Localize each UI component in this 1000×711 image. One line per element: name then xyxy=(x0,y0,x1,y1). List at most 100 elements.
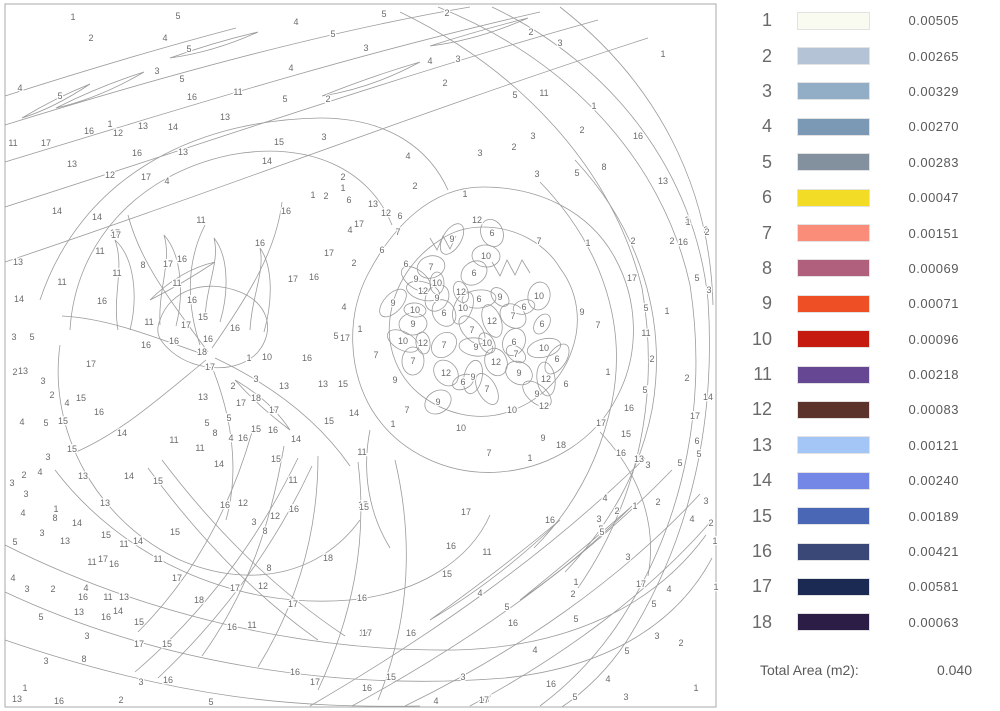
region-number-label: 12 xyxy=(418,286,428,296)
region-number-label: 2 xyxy=(118,695,123,705)
legend-number: 17 xyxy=(751,576,772,597)
region-number-label: 10 xyxy=(398,336,408,346)
region-number-label: 16 xyxy=(545,515,555,525)
region-number-label: 3 xyxy=(154,66,159,76)
region-number-label: 2 xyxy=(630,236,635,246)
region-number-label: 13 xyxy=(74,607,84,617)
legend: 1 0.00505 2 0.00265 3 0.00329 4 0.00270 5 0.00283… xyxy=(740,3,1000,640)
region-number-label: 17 xyxy=(481,694,491,704)
cell-outline xyxy=(452,281,470,303)
region-number-label: 5 xyxy=(330,29,335,39)
region-number-label: 17 xyxy=(111,230,121,240)
color-swatch xyxy=(797,47,870,66)
region-number-label: 2 xyxy=(21,470,26,480)
region-number-label: 17 xyxy=(362,628,372,638)
region-number-label: 5 xyxy=(504,602,509,612)
region-number-label: 1 xyxy=(632,501,637,511)
region-number-label: 7 xyxy=(373,350,378,360)
region-number-label: 5 xyxy=(381,9,386,19)
region-number-label: 4 xyxy=(162,33,167,43)
region-number-label: 13 xyxy=(658,176,668,186)
region-number-label: 14 xyxy=(92,212,102,222)
region-number-label: 6 xyxy=(403,259,408,269)
region-number-label: 17 xyxy=(181,320,191,330)
region-number-label: 17 xyxy=(479,695,489,705)
cell-outline xyxy=(478,332,496,354)
region-number-label: 16 xyxy=(84,126,94,136)
region-number-label: 17 xyxy=(596,418,606,428)
region-number-label: 11 xyxy=(144,317,153,327)
region-number-label: 10 xyxy=(458,303,468,313)
region-number-label: 14 xyxy=(291,434,301,444)
region-number-label: 16 xyxy=(97,296,107,306)
region-number-label: 2 xyxy=(708,518,713,528)
region-number-label: 14 xyxy=(703,392,713,402)
region-number-label: 3 xyxy=(363,43,368,53)
cell-outline xyxy=(439,223,465,255)
region-number-label: 2 xyxy=(528,27,533,37)
region-number-label: 3 xyxy=(703,496,708,506)
cell-outline xyxy=(429,271,445,295)
region-number-label: 11 xyxy=(247,620,256,630)
region-number-label: 1 xyxy=(357,324,362,334)
region-number-label: 16 xyxy=(302,353,312,363)
region-number-label: 8 xyxy=(601,162,606,172)
region-number-label: 4 xyxy=(689,514,694,524)
legend-row: 6 0.00047 xyxy=(740,180,1000,215)
region-number-label: 15 xyxy=(621,428,631,438)
region-number-label: 16 xyxy=(109,559,119,569)
color-swatch xyxy=(797,330,870,349)
color-swatch xyxy=(797,471,870,490)
color-swatch xyxy=(797,613,870,632)
color-swatch xyxy=(797,11,870,30)
region-number-label: 3 xyxy=(24,584,29,594)
region-number-label: 4 xyxy=(405,151,410,161)
region-number-label: 17 xyxy=(690,411,700,421)
total-area-value: 0.040 xyxy=(936,662,972,678)
region-number-label: 4 xyxy=(602,493,607,503)
region-number-label: 16 xyxy=(227,622,237,632)
legend-number: 13 xyxy=(751,434,772,455)
cell-outline xyxy=(527,281,551,311)
region-number-label: 5 xyxy=(677,458,682,468)
area-value: 0.00421 xyxy=(908,544,959,560)
region-number-label: 14 xyxy=(72,518,82,528)
region-number-label: 16 xyxy=(220,500,230,510)
legend-number: 18 xyxy=(751,611,772,632)
cell-outline xyxy=(424,284,450,312)
region-number-label: 1 xyxy=(527,453,532,463)
region-number-label: 4 xyxy=(17,83,22,93)
area-value: 0.00121 xyxy=(908,437,959,453)
color-swatch xyxy=(797,436,870,455)
region-number-label: 2 xyxy=(649,354,654,364)
region-number-label: 1 xyxy=(462,189,467,199)
area-value: 0.00240 xyxy=(908,473,959,489)
region-number-label: 3 xyxy=(251,517,256,527)
region-number-label: 11 xyxy=(169,435,178,445)
color-swatch xyxy=(797,224,870,243)
region-number-label: 5 xyxy=(204,418,209,428)
legend-row: 17 0.00581 xyxy=(740,569,1000,604)
region-number-label: 2 xyxy=(230,381,235,391)
region-number-label: 16 xyxy=(678,237,688,247)
region-number-label: 2 xyxy=(703,225,708,235)
region-number-label: 1 xyxy=(660,49,665,59)
region-number-label: 11 xyxy=(119,539,128,549)
region-number-label: 5 xyxy=(574,168,579,178)
region-number-label: 11 xyxy=(482,547,491,557)
cell-outline xyxy=(398,312,428,336)
region-number-label: 15 xyxy=(162,639,172,649)
region-number-label: 17 xyxy=(359,628,369,638)
region-number-label: 16 xyxy=(309,272,319,282)
region-number-label: 2 xyxy=(442,78,447,88)
region-number-label: 18 xyxy=(197,347,207,357)
cell-outline xyxy=(505,360,533,386)
color-swatch xyxy=(797,153,870,172)
region-number-label: 11 xyxy=(57,277,66,287)
area-value: 0.00283 xyxy=(908,154,959,170)
region-number-label: 2 xyxy=(614,506,619,516)
region-number-label: 2 xyxy=(444,8,449,18)
region-number-label: 6 xyxy=(397,211,402,221)
region-number-label: 9 xyxy=(390,298,395,308)
legend-row: 4 0.00270 xyxy=(740,109,1000,144)
